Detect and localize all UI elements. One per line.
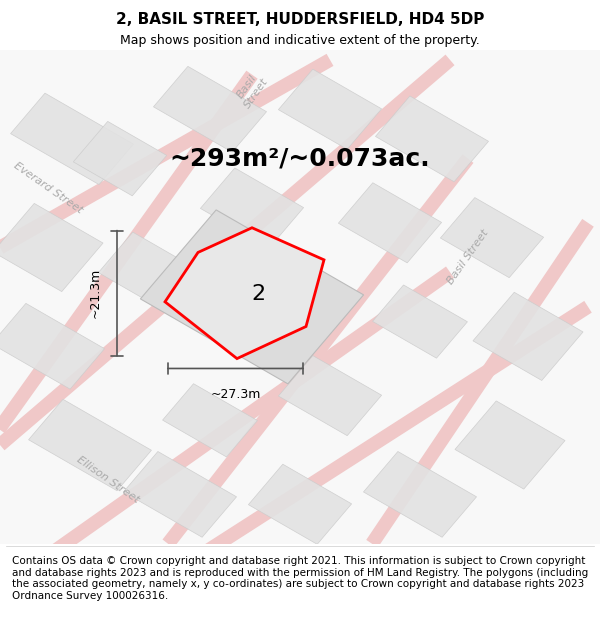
Polygon shape bbox=[163, 384, 257, 457]
Polygon shape bbox=[248, 464, 352, 544]
Text: Basil Street: Basil Street bbox=[445, 228, 491, 286]
Polygon shape bbox=[0, 303, 104, 389]
Text: Ellison Street: Ellison Street bbox=[75, 454, 141, 505]
Polygon shape bbox=[338, 182, 442, 263]
Polygon shape bbox=[11, 93, 133, 184]
Polygon shape bbox=[140, 210, 364, 384]
Polygon shape bbox=[0, 203, 103, 292]
Polygon shape bbox=[278, 69, 382, 149]
Text: Basil
Street: Basil Street bbox=[233, 69, 271, 110]
Polygon shape bbox=[278, 356, 382, 436]
Text: ~293m²/~0.073ac.: ~293m²/~0.073ac. bbox=[170, 147, 430, 171]
Polygon shape bbox=[373, 285, 467, 358]
Polygon shape bbox=[473, 292, 583, 381]
Text: ~27.3m: ~27.3m bbox=[211, 388, 260, 401]
Text: 2, BASIL STREET, HUDDERSFIELD, HD4 5DP: 2, BASIL STREET, HUDDERSFIELD, HD4 5DP bbox=[116, 12, 484, 28]
Text: Map shows position and indicative extent of the property.: Map shows position and indicative extent… bbox=[120, 34, 480, 47]
Polygon shape bbox=[73, 121, 167, 196]
Polygon shape bbox=[455, 401, 565, 489]
Polygon shape bbox=[165, 228, 324, 359]
Polygon shape bbox=[124, 451, 236, 538]
Polygon shape bbox=[364, 451, 476, 538]
Text: 2: 2 bbox=[251, 284, 265, 304]
Polygon shape bbox=[29, 399, 151, 491]
Text: Contains OS data © Crown copyright and database right 2021. This information is : Contains OS data © Crown copyright and d… bbox=[12, 556, 588, 601]
Polygon shape bbox=[376, 96, 488, 182]
Polygon shape bbox=[440, 198, 544, 278]
Text: Everard Street: Everard Street bbox=[12, 161, 84, 216]
Polygon shape bbox=[98, 232, 202, 312]
Polygon shape bbox=[154, 66, 266, 152]
Polygon shape bbox=[200, 168, 304, 248]
Text: ~21.3m: ~21.3m bbox=[89, 268, 102, 318]
